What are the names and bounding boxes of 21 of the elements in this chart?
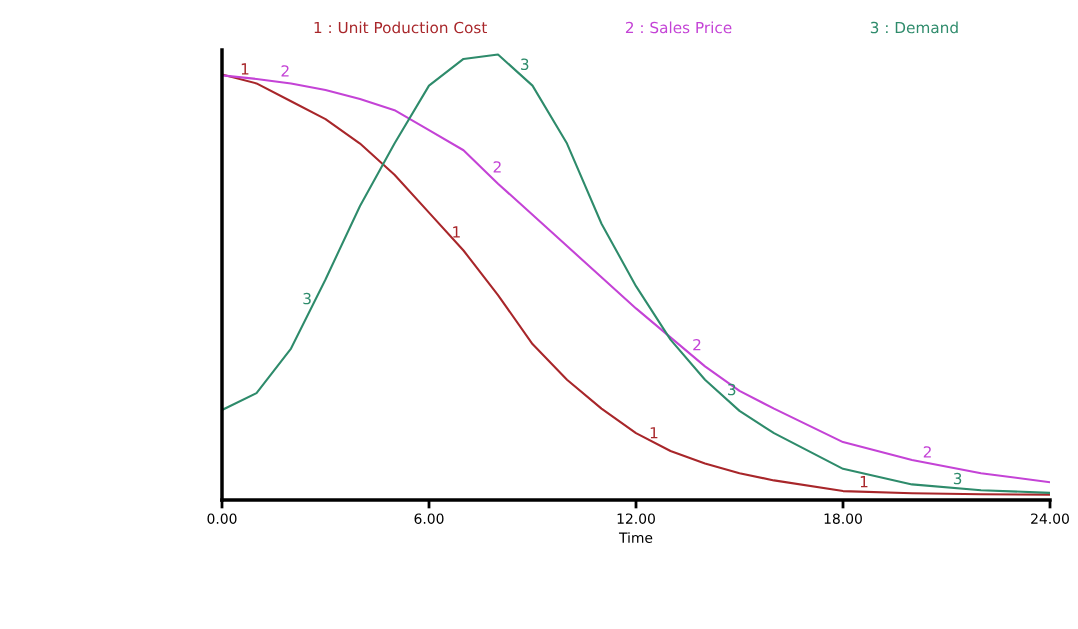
x-tick-label: 0.00	[207, 513, 237, 524]
annotation: 3	[953, 472, 962, 485]
annotation: 2	[281, 65, 289, 77]
annotation: 1	[241, 63, 249, 75]
annotation: 2	[493, 161, 501, 173]
annotation: 3	[521, 58, 529, 71]
annotation: 1	[860, 476, 868, 488]
x-tick-label: 6.00	[414, 513, 444, 524]
text: 1 : Unit Poduction Cost	[314, 21, 487, 34]
annotation: 2	[923, 446, 931, 458]
x-tick-label: 18.00	[824, 513, 862, 524]
annotation: 3	[728, 383, 736, 396]
x-tick-label: 24.00	[1031, 513, 1069, 524]
x-tick-label: 12.00	[617, 513, 655, 524]
annotation: 1	[453, 226, 460, 238]
text: 3 : Demand	[870, 21, 958, 34]
x-axis-title: Time	[618, 532, 653, 543]
annotation: 1	[650, 427, 658, 439]
annotation: 3	[303, 292, 311, 305]
annotation: 2	[693, 338, 701, 351]
text: 2 : Sales Price	[625, 21, 732, 34]
